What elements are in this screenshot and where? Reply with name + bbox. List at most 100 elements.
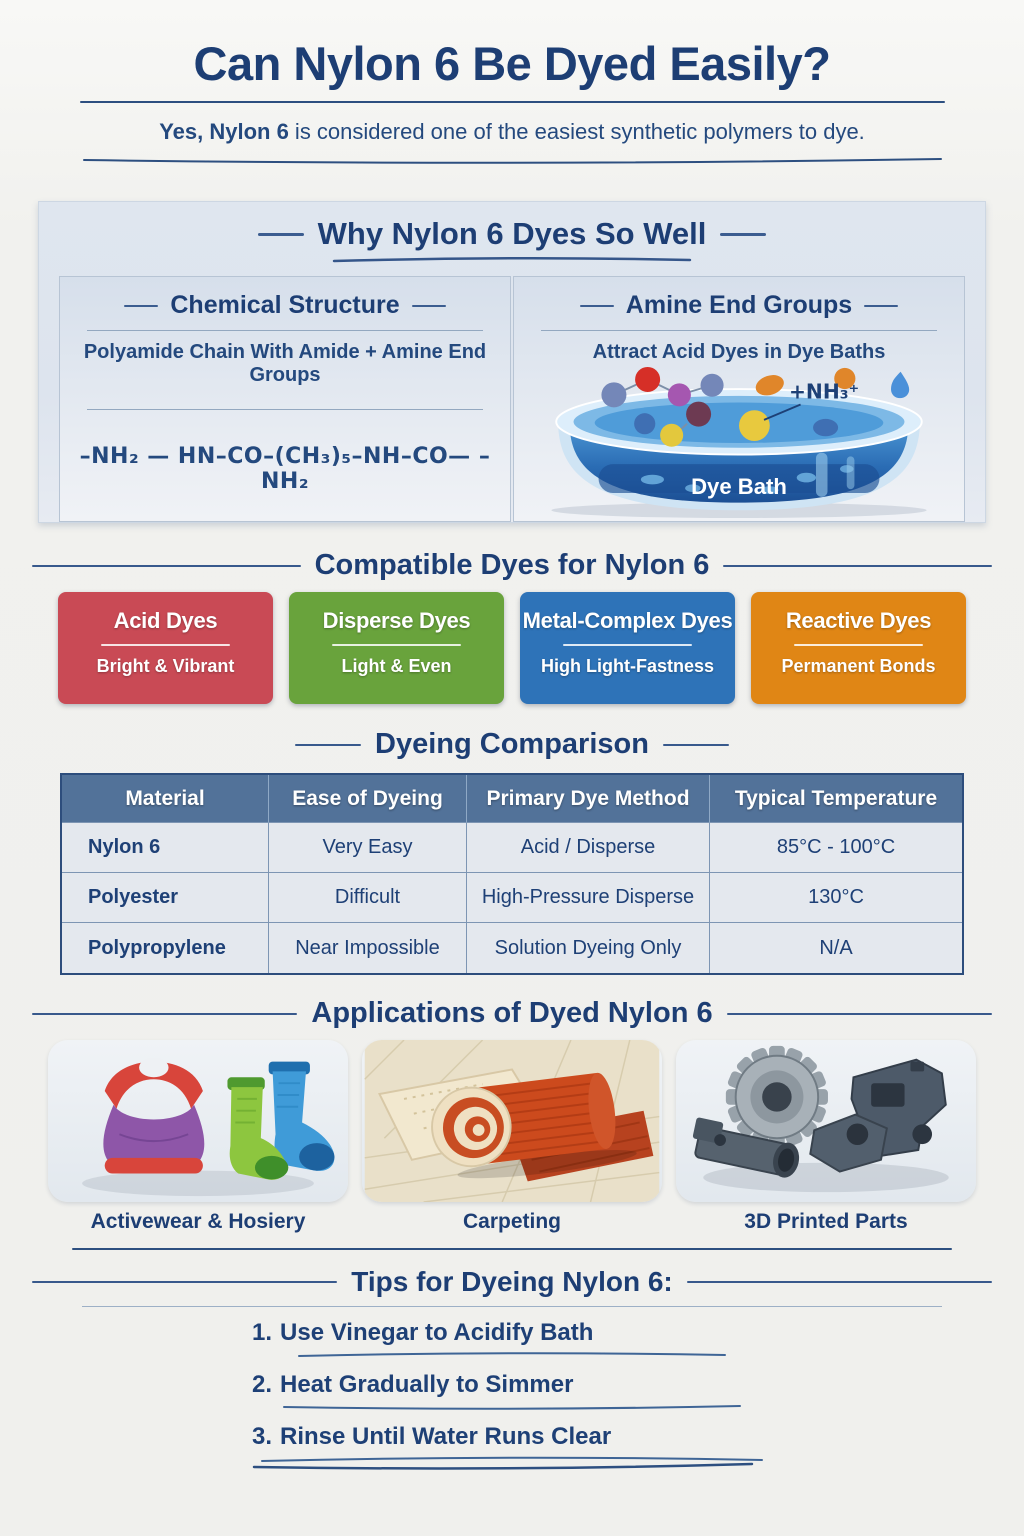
- heading-line: [723, 564, 992, 567]
- printed-parts-illustration: [692, 1045, 949, 1193]
- application-caption: Carpeting: [462, 1210, 561, 1233]
- activewear-illustration: [82, 1057, 335, 1197]
- table-cell-ease: Near Impossible: [269, 923, 467, 973]
- table-header-material: Material: [62, 775, 269, 823]
- tips-divider: [82, 1306, 942, 1307]
- application-caption: Activewear & Hosiery: [90, 1210, 306, 1233]
- application-cards-row: [0, 1040, 1024, 1202]
- dye-card-metal-complex: Metal-Complex Dyes High Light-Fastness: [520, 592, 735, 704]
- dye-card-divider: [563, 644, 692, 646]
- dye-card-subtitle: High Light-Fastness: [540, 656, 714, 676]
- table-cell-method: Acid / Disperse: [467, 823, 710, 873]
- dye-card-title: Disperse Dyes: [322, 608, 471, 633]
- heading-dash: [579, 304, 614, 307]
- table-cell-material: Polyester: [62, 873, 269, 923]
- dyes-heading-row: Compatible Dyes for Nylon 6: [0, 549, 1024, 582]
- dye-card-subtitle: Permanent Bonds: [781, 656, 936, 676]
- subtitle-emphasis: Yes, Nylon 6: [159, 119, 289, 144]
- comparison-table: Material Ease of Dyeing Primary Dye Meth…: [60, 773, 964, 975]
- application-caption: 3D Printed Parts: [744, 1210, 908, 1233]
- heading-line: [295, 743, 362, 746]
- dye-card-title: Reactive Dyes: [785, 608, 932, 633]
- table-header-temperature: Typical Temperature: [710, 775, 962, 823]
- table-header-method: Primary Dye Method: [467, 775, 710, 823]
- subtitle-swoosh: [0, 153, 1024, 171]
- heading-dash: [864, 304, 899, 307]
- tip-number: 3.: [252, 1423, 273, 1450]
- application-card-carpeting: [362, 1040, 662, 1202]
- heading-dash: [124, 304, 159, 307]
- tips-heading: Tips for Dyeing Nylon 6:: [351, 1266, 673, 1297]
- applications-heading: Applications of Dyed Nylon 6: [311, 997, 713, 1029]
- why-section-heading-row: Why Nylon 6 Dyes So Well: [39, 216, 985, 252]
- table-cell-temperature: N/A: [819, 936, 853, 959]
- gear-icon: [725, 1045, 828, 1148]
- heading-line: [32, 1012, 298, 1015]
- page-subtitle: Yes, Nylon 6 is considered one of the ea…: [0, 119, 1024, 145]
- amine-end-groups-box: Amine End Groups Attract Acid Dyes in Dy…: [513, 276, 965, 522]
- box-divider: [541, 330, 937, 331]
- heading-dash: [720, 232, 767, 236]
- tip-underline: [283, 1405, 741, 1410]
- chemical-structure-box: Chemical Structure Polyamide Chain With …: [59, 276, 511, 522]
- dye-card-title: Acid Dyes: [113, 608, 218, 633]
- tip-text: Heat Gradually to Simmer: [280, 1371, 574, 1398]
- table-cell-method: Solution Dyeing Only: [467, 923, 710, 973]
- heading-line: [32, 1281, 338, 1283]
- box-divider: [87, 409, 483, 410]
- carpet-roll-illustration: [364, 1040, 660, 1202]
- table-header-ease: Ease of Dyeing: [269, 775, 467, 823]
- amine-heading-row: Amine End Groups: [514, 291, 964, 320]
- comparison-heading: Dyeing Comparison: [375, 728, 649, 760]
- chemical-structure-heading: Chemical Structure: [170, 291, 400, 319]
- tips-list: 1. Use Vinegar to Acidify Bath 2. Heat Gra…: [0, 1319, 1024, 1471]
- tip-number: 1.: [252, 1319, 273, 1346]
- application-card-activewear: [48, 1040, 348, 1202]
- table-cell-ease: Very Easy: [269, 823, 467, 873]
- table-cell-material: Polypropylene: [62, 923, 269, 973]
- header: Can Nylon 6 Be Dyed Easily? Yes, Nylon 6…: [0, 0, 1024, 171]
- table-cell-material: Nylon 6: [62, 823, 269, 873]
- tip-item: 3. Rinse Until Water Runs Clear: [252, 1423, 772, 1471]
- dye-card-subtitle: Bright & Vibrant: [96, 656, 235, 676]
- application-card-printed-parts: [676, 1040, 976, 1202]
- tips-heading-row: Tips for Dyeing Nylon 6:: [0, 1266, 1024, 1298]
- dye-cards-row: Acid Dyes Bright & Vibrant Disperse Dyes…: [0, 592, 1024, 704]
- tips-end-flourish: [252, 1456, 763, 1470]
- application-captions-row: Activewear & Hosiery Carpeting 3D Printe…: [0, 1210, 1024, 1234]
- dye-card-divider: [332, 644, 461, 646]
- heading-line: [726, 1012, 992, 1015]
- dyes-heading: Compatible Dyes for Nylon 6: [314, 549, 710, 581]
- tip-item: 1. Use Vinegar to Acidify Bath: [252, 1319, 772, 1359]
- table-cell-ease: Difficult: [269, 873, 467, 923]
- dye-card-disperse: Disperse Dyes Light & Even: [289, 592, 504, 704]
- tip-item: 2. Heat Gradually to Simmer: [252, 1371, 772, 1411]
- dye-card-divider: [794, 644, 923, 646]
- dye-card-reactive: Reactive Dyes Permanent Bonds: [751, 592, 966, 704]
- heading-line: [686, 1281, 992, 1283]
- why-boxes-row: Chemical Structure Polyamide Chain With …: [39, 264, 985, 522]
- ion-label: +NH₃⁺: [789, 380, 859, 404]
- heading-line: [662, 743, 729, 746]
- comparison-heading-row: Dyeing Comparison: [0, 728, 1024, 761]
- why-section-panel: Why Nylon 6 Dyes So Well Chemical Struct…: [38, 201, 986, 523]
- chemical-structure-subheading: Polyamide Chain With Amide + Amine End G…: [83, 341, 487, 386]
- dye-card-acid: Acid Dyes Bright & Vibrant: [58, 592, 273, 704]
- box-divider: [87, 330, 483, 331]
- tip-underline: [298, 1352, 726, 1357]
- amine-heading: Amine End Groups: [625, 291, 853, 319]
- applications-heading-row: Applications of Dyed Nylon 6: [0, 997, 1024, 1030]
- heading-dash: [257, 232, 304, 236]
- heading-line: [32, 564, 301, 567]
- table-cell-temperature: 85°C - 100°C: [710, 823, 962, 873]
- heading-swoosh: [332, 256, 692, 263]
- polyamide-formula: –NH₂ — HN–CO–(CH₃)₅–NH–CO— –NH₂: [79, 444, 491, 494]
- dye-bath-label: Dye Bath: [691, 474, 787, 499]
- table-cell-temperature: 130°C: [710, 873, 962, 923]
- page-title: Can Nylon 6 Be Dyed Easily?: [193, 37, 831, 90]
- chemical-structure-heading-row: Chemical Structure: [60, 291, 510, 320]
- dye-card-subtitle: Light & Even: [341, 656, 452, 676]
- tip-text: Rinse Until Water Runs Clear: [280, 1423, 612, 1450]
- table-cell-method: High-Pressure Disperse: [467, 873, 710, 923]
